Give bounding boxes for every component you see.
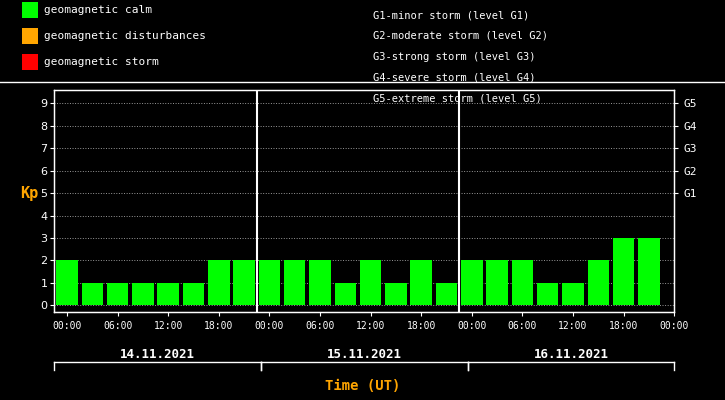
Bar	[512, 260, 533, 305]
Text: geomagnetic disturbances: geomagnetic disturbances	[44, 31, 205, 41]
Bar	[233, 260, 255, 305]
Text: 14.11.2021: 14.11.2021	[120, 348, 195, 360]
Bar	[259, 260, 280, 305]
Bar	[132, 283, 154, 305]
Bar	[208, 260, 230, 305]
Text: G5-extreme storm (level G5): G5-extreme storm (level G5)	[373, 93, 542, 103]
Text: Time (UT): Time (UT)	[325, 379, 400, 393]
Bar	[310, 260, 331, 305]
Bar	[284, 260, 305, 305]
Bar	[638, 238, 660, 305]
Text: geomagnetic storm: geomagnetic storm	[44, 57, 158, 67]
Bar	[613, 238, 634, 305]
Y-axis label: Kp: Kp	[20, 186, 38, 201]
Text: geomagnetic calm: geomagnetic calm	[44, 5, 152, 15]
Bar	[334, 283, 356, 305]
Bar	[157, 283, 179, 305]
Bar	[436, 283, 457, 305]
Bar	[183, 283, 204, 305]
Bar	[461, 260, 483, 305]
Bar	[385, 283, 407, 305]
Text: G3-strong storm (level G3): G3-strong storm (level G3)	[373, 52, 536, 62]
Text: 15.11.2021: 15.11.2021	[327, 348, 402, 360]
Bar	[82, 283, 103, 305]
Bar	[486, 260, 508, 305]
Bar	[360, 260, 381, 305]
Text: G2-moderate storm (level G2): G2-moderate storm (level G2)	[373, 31, 548, 41]
Bar	[587, 260, 609, 305]
Bar	[107, 283, 128, 305]
Bar	[537, 283, 558, 305]
Bar	[410, 260, 432, 305]
Bar	[57, 260, 78, 305]
Text: G1-minor storm (level G1): G1-minor storm (level G1)	[373, 10, 530, 20]
Bar	[563, 283, 584, 305]
Text: G4-severe storm (level G4): G4-severe storm (level G4)	[373, 72, 536, 82]
Text: 16.11.2021: 16.11.2021	[534, 348, 608, 360]
